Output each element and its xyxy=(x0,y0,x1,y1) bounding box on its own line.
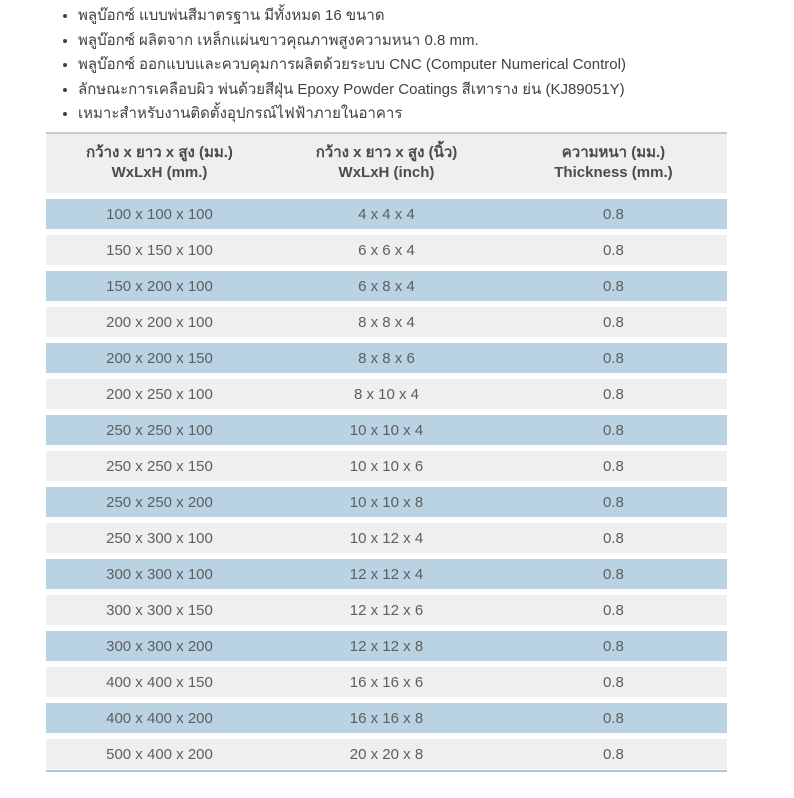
cell-thickness: 0.8 xyxy=(603,277,624,295)
cell-size-mm: 150 x 200 x 100 xyxy=(106,277,213,295)
cell-size-inch: 12 x 12 x 4 xyxy=(349,565,424,583)
cell-size-inch: 20 x 20 x 8 xyxy=(349,745,424,763)
table-row: 250 x 300 x 100 10 x 12 x 4 0.8 xyxy=(46,523,727,553)
cell-size-inch: 12 x 12 x 6 xyxy=(349,601,424,619)
cell-size-inch: 16 x 16 x 8 xyxy=(349,709,424,727)
size-spec-table: กว้าง x ยาว x สูง (มม.) WxLxH (mm.) กว้า… xyxy=(46,132,727,772)
table-header-row: กว้าง x ยาว x สูง (มม.) WxLxH (mm.) กว้า… xyxy=(46,132,727,193)
column-header-mm-english: WxLxH (mm.) xyxy=(111,164,208,181)
cell-size-mm: 100 x 100 x 100 xyxy=(106,205,213,223)
cell-size-inch: 8 x 8 x 6 xyxy=(358,349,415,367)
cell-thickness: 0.8 xyxy=(603,637,624,655)
cell-size-inch: 8 x 10 x 4 xyxy=(353,385,419,403)
table-row: 400 x 400 x 150 16 x 16 x 6 0.8 xyxy=(46,667,727,697)
cell-size-mm: 300 x 300 x 100 xyxy=(106,565,213,583)
cell-size-inch: 4 x 4 x 4 xyxy=(358,205,415,223)
cell-size-mm: 250 x 250 x 200 xyxy=(106,493,213,511)
cell-thickness: 0.8 xyxy=(603,529,624,547)
cell-size-inch: 12 x 12 x 8 xyxy=(349,637,424,655)
cell-thickness: 0.8 xyxy=(603,313,624,331)
cell-size-inch: 8 x 8 x 4 xyxy=(358,313,415,331)
cell-size-mm: 250 x 250 x 150 xyxy=(106,457,213,475)
feature-item: พลูบ๊อกซ์ ออกแบบและควบคุมการผลิตด้วยระบบ… xyxy=(78,53,794,78)
cell-size-inch: 6 x 6 x 4 xyxy=(358,241,415,259)
table-row: 200 x 250 x 100 8 x 10 x 4 0.8 xyxy=(46,379,727,409)
cell-size-inch: 10 x 10 x 6 xyxy=(349,457,424,475)
cell-thickness: 0.8 xyxy=(603,205,624,223)
cell-size-inch: 10 x 12 x 4 xyxy=(349,529,424,547)
cell-thickness: 0.8 xyxy=(603,601,624,619)
column-header-inch: กว้าง x ยาว x สูง (นิ้ว) WxLxH (inch) xyxy=(273,143,500,183)
table-row: 400 x 400 x 200 16 x 16 x 8 0.8 xyxy=(46,703,727,733)
table-row: 300 x 300 x 100 12 x 12 x 4 0.8 xyxy=(46,559,727,589)
cell-thickness: 0.8 xyxy=(603,421,624,439)
column-header-inch-english: WxLxH (inch) xyxy=(338,164,435,181)
table-row: 150 x 150 x 100 6 x 6 x 4 0.8 xyxy=(46,235,727,265)
column-header-mm: กว้าง x ยาว x สูง (มม.) WxLxH (mm.) xyxy=(46,143,273,183)
feature-item: พลูบ๊อกซ์ ผลิตจาก เหล็กแผ่นขาวคุณภาพสูงค… xyxy=(78,29,794,54)
cell-thickness: 0.8 xyxy=(603,673,624,691)
table-row: 250 x 250 x 150 10 x 10 x 6 0.8 xyxy=(46,451,727,481)
cell-size-inch: 10 x 10 x 4 xyxy=(349,421,424,439)
table-row: 250 x 250 x 200 10 x 10 x 8 0.8 xyxy=(46,487,727,517)
cell-thickness: 0.8 xyxy=(603,493,624,511)
table-row: 200 x 200 x 100 8 x 8 x 4 0.8 xyxy=(46,307,727,337)
table-row: 100 x 100 x 100 4 x 4 x 4 0.8 xyxy=(46,199,727,229)
table-row: 500 x 400 x 200 20 x 20 x 8 0.8 xyxy=(46,739,727,769)
table-row: 150 x 200 x 100 6 x 8 x 4 0.8 xyxy=(46,271,727,301)
column-header-thickness-thai: ความหนา (มม.) xyxy=(561,144,666,161)
cell-thickness: 0.8 xyxy=(603,349,624,367)
table-row: 200 x 200 x 150 8 x 8 x 6 0.8 xyxy=(46,343,727,373)
cell-size-inch: 10 x 10 x 8 xyxy=(349,493,424,511)
feature-item: พลูบ๊อกซ์ แบบพ่นสีมาตรฐาน มีทั้งหมด 16 ข… xyxy=(78,4,794,29)
cell-size-mm: 200 x 250 x 100 xyxy=(106,385,213,403)
table-row: 300 x 300 x 200 12 x 12 x 8 0.8 xyxy=(46,631,727,661)
cell-thickness: 0.8 xyxy=(603,745,624,763)
feature-item: เหมาะสำหรับงานติดตั้งอุปกรณ์ไฟฟ้าภายในอา… xyxy=(78,102,794,127)
column-header-thickness-english: Thickness (mm.) xyxy=(554,164,673,181)
column-header-inch-thai: กว้าง x ยาว x สูง (นิ้ว) xyxy=(315,144,458,161)
cell-thickness: 0.8 xyxy=(603,565,624,583)
cell-thickness: 0.8 xyxy=(603,709,624,727)
table-bottom-border xyxy=(46,770,727,772)
table-body: 100 x 100 x 100 4 x 4 x 4 0.8 150 x 150 … xyxy=(46,199,727,769)
cell-thickness: 0.8 xyxy=(603,385,624,403)
column-header-thickness: ความหนา (มม.) Thickness (mm.) xyxy=(500,143,727,183)
cell-size-mm: 400 x 400 x 150 xyxy=(106,673,213,691)
cell-size-inch: 16 x 16 x 6 xyxy=(349,673,424,691)
cell-size-mm: 150 x 150 x 100 xyxy=(106,241,213,259)
feature-item: ลักษณะการเคลือบผิว พ่นด้วยสีฝุ่น Epoxy P… xyxy=(78,78,794,103)
cell-size-mm: 300 x 300 x 200 xyxy=(106,637,213,655)
cell-size-mm: 200 x 200 x 100 xyxy=(106,313,213,331)
cell-thickness: 0.8 xyxy=(603,457,624,475)
cell-size-mm: 250 x 300 x 100 xyxy=(106,529,213,547)
cell-thickness: 0.8 xyxy=(603,241,624,259)
cell-size-mm: 400 x 400 x 200 xyxy=(106,709,213,727)
cell-size-mm: 250 x 250 x 100 xyxy=(106,421,213,439)
cell-size-mm: 300 x 300 x 150 xyxy=(106,601,213,619)
table-row: 300 x 300 x 150 12 x 12 x 6 0.8 xyxy=(46,595,727,625)
cell-size-mm: 500 x 400 x 200 xyxy=(106,745,213,763)
table-row: 250 x 250 x 100 10 x 10 x 4 0.8 xyxy=(46,415,727,445)
cell-size-inch: 6 x 8 x 4 xyxy=(358,277,415,295)
product-feature-list: พลูบ๊อกซ์ แบบพ่นสีมาตรฐาน มีทั้งหมด 16 ข… xyxy=(0,4,794,127)
column-header-mm-thai: กว้าง x ยาว x สูง (มม.) xyxy=(86,144,233,161)
cell-size-mm: 200 x 200 x 150 xyxy=(106,349,213,367)
